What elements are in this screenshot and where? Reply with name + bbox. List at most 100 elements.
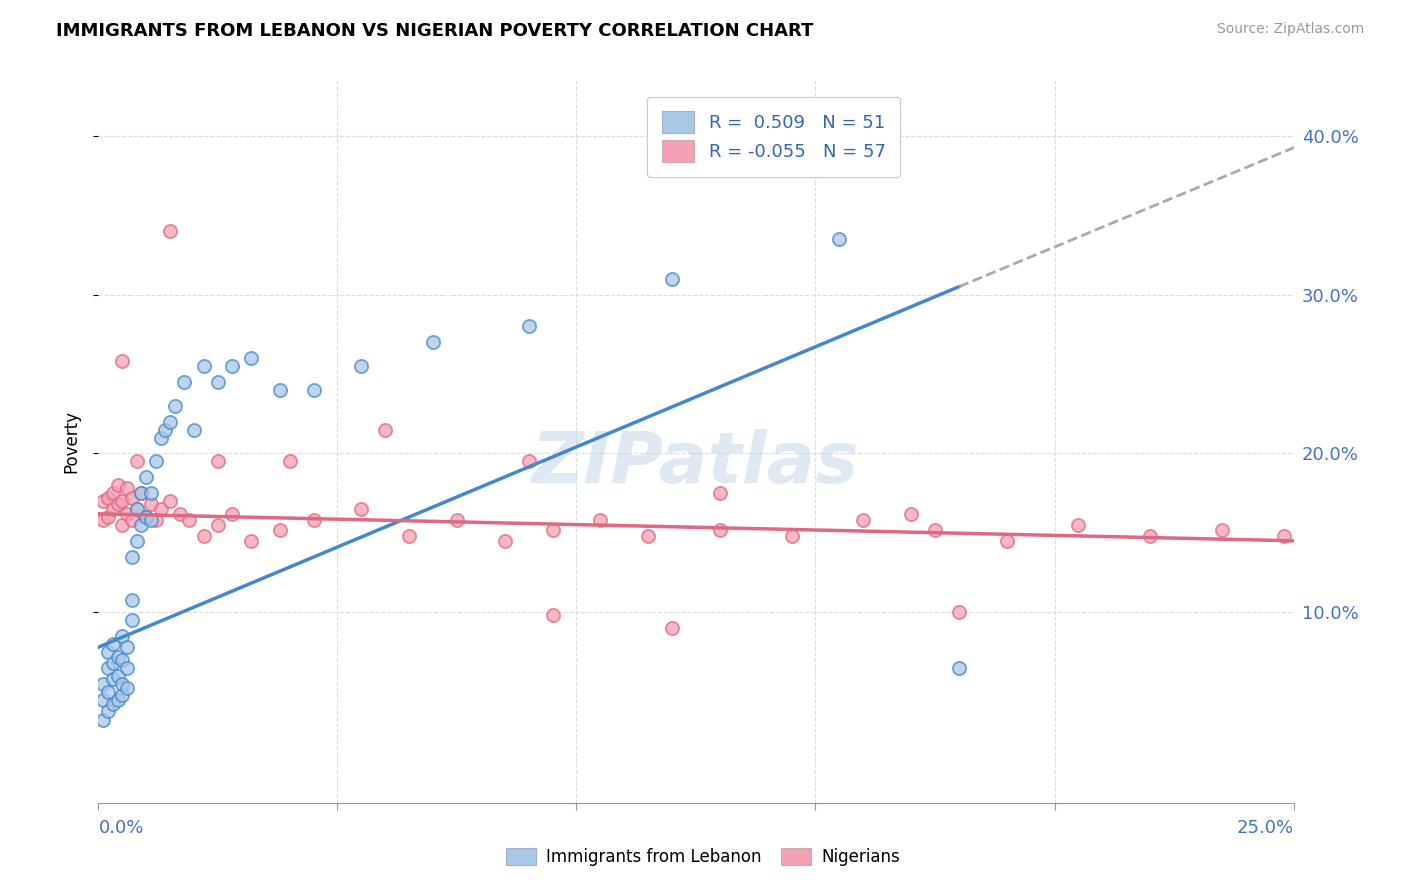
Legend: Immigrants from Lebanon, Nigerians: Immigrants from Lebanon, Nigerians	[498, 840, 908, 875]
Point	[240, 533, 263, 548]
Point	[661, 621, 683, 635]
Point	[637, 529, 659, 543]
Point	[924, 523, 946, 537]
Point	[446, 513, 468, 527]
Point	[121, 513, 143, 527]
Point	[183, 423, 205, 437]
Point	[995, 533, 1018, 548]
Point	[422, 335, 444, 350]
Point	[91, 676, 114, 690]
Point	[111, 676, 134, 690]
Point	[145, 454, 167, 468]
Text: Source: ZipAtlas.com: Source: ZipAtlas.com	[1216, 22, 1364, 37]
Point	[139, 497, 162, 511]
Point	[91, 713, 114, 727]
Point	[107, 649, 129, 664]
Point	[107, 692, 129, 706]
Point	[91, 692, 114, 706]
Point	[111, 688, 134, 702]
Point	[115, 507, 138, 521]
Point	[139, 486, 162, 500]
Point	[350, 359, 373, 373]
Point	[131, 486, 153, 500]
Point	[517, 319, 540, 334]
Point	[1211, 523, 1233, 537]
Point	[900, 507, 922, 521]
Point	[193, 359, 215, 373]
Point	[111, 629, 134, 643]
Text: IMMIGRANTS FROM LEBANON VS NIGERIAN POVERTY CORRELATION CHART: IMMIGRANTS FROM LEBANON VS NIGERIAN POVE…	[56, 22, 814, 40]
Point	[115, 661, 138, 675]
Point	[115, 640, 138, 655]
Point	[125, 533, 148, 548]
Point	[111, 653, 134, 667]
Point	[97, 645, 120, 659]
Point	[852, 513, 875, 527]
Point	[240, 351, 263, 366]
Point	[159, 415, 181, 429]
Point	[828, 232, 851, 246]
Point	[111, 494, 134, 508]
Point	[494, 533, 516, 548]
Point	[115, 681, 138, 696]
Point	[101, 656, 124, 670]
Point	[159, 224, 181, 238]
Point	[709, 486, 731, 500]
Point	[101, 486, 124, 500]
Point	[169, 507, 191, 521]
Text: 0.0%: 0.0%	[98, 820, 143, 838]
Point	[541, 608, 564, 623]
Point	[107, 478, 129, 492]
Point	[101, 672, 124, 686]
Point	[101, 637, 124, 651]
Point	[125, 502, 148, 516]
Point	[193, 529, 215, 543]
Text: ZIPatlas: ZIPatlas	[533, 429, 859, 498]
Point	[97, 704, 120, 718]
Point	[149, 502, 172, 516]
Point	[135, 470, 157, 484]
Point	[207, 375, 229, 389]
Point	[121, 491, 143, 505]
Point	[139, 513, 162, 527]
Point	[125, 454, 148, 468]
Point	[107, 497, 129, 511]
Point	[780, 529, 803, 543]
Point	[661, 272, 683, 286]
Text: 25.0%: 25.0%	[1236, 820, 1294, 838]
Point	[173, 375, 195, 389]
Point	[121, 592, 143, 607]
Point	[125, 502, 148, 516]
Point	[1067, 517, 1090, 532]
Point	[101, 502, 124, 516]
Point	[374, 423, 396, 437]
Point	[179, 513, 201, 527]
Point	[97, 491, 120, 505]
Point	[107, 669, 129, 683]
Point	[145, 513, 167, 527]
Point	[135, 510, 157, 524]
Point	[1139, 529, 1161, 543]
Point	[121, 549, 143, 564]
Legend: R =  0.509   N = 51, R = -0.055   N = 57: R = 0.509 N = 51, R = -0.055 N = 57	[647, 96, 900, 177]
Point	[97, 684, 120, 698]
Point	[97, 661, 120, 675]
Point	[115, 482, 138, 496]
Point	[221, 507, 243, 521]
Point	[131, 486, 153, 500]
Point	[135, 510, 157, 524]
Point	[350, 502, 373, 516]
Point	[398, 529, 420, 543]
Point	[709, 523, 731, 537]
Point	[948, 605, 970, 619]
Point	[221, 359, 243, 373]
Point	[541, 523, 564, 537]
Point	[948, 661, 970, 675]
Point	[269, 523, 291, 537]
Point	[111, 517, 134, 532]
Point	[302, 383, 325, 397]
Point	[91, 513, 114, 527]
Point	[121, 613, 143, 627]
Point	[278, 454, 301, 468]
Point	[91, 494, 114, 508]
